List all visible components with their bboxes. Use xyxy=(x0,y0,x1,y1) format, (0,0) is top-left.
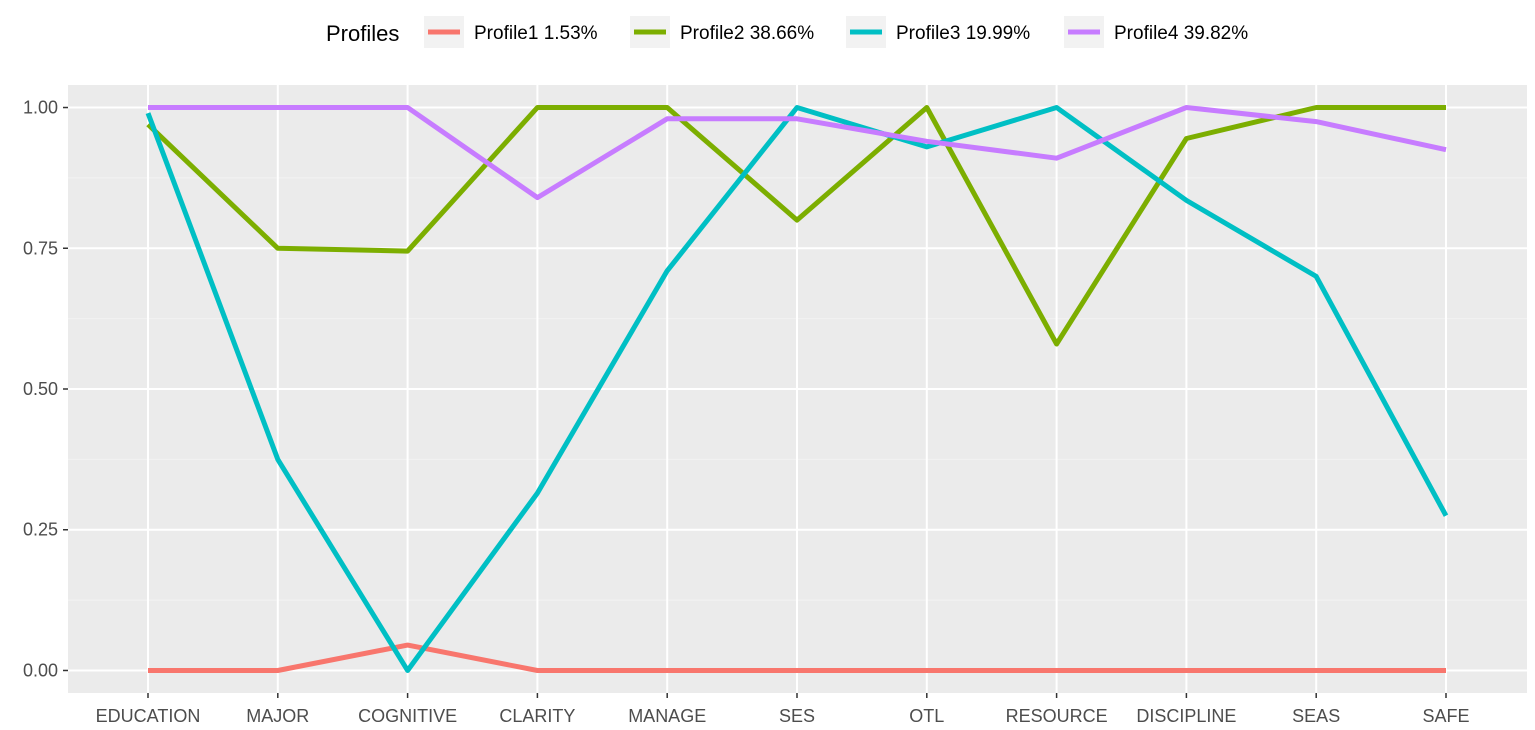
x-tick-label: EDUCATION xyxy=(96,706,201,726)
legend-title: Profiles xyxy=(326,21,399,46)
y-tick-label: 0.00 xyxy=(23,660,58,680)
x-tick-label: MANAGE xyxy=(628,706,706,726)
legend-label: Profile1 1.53% xyxy=(474,23,598,44)
x-axis: EDUCATION MAJOR COGNITIVE CLARITY MANAGE SES O… xyxy=(96,693,1470,726)
series-line-profile4 xyxy=(148,105,1447,201)
legend-label: Profile3 19.99% xyxy=(896,23,1030,44)
x-tick-label: OTL xyxy=(909,706,944,726)
x-tick-label: SAFE xyxy=(1422,706,1469,726)
legend-label: Profile2 38.66% xyxy=(680,23,814,44)
series-line-profile2 xyxy=(146,105,1446,347)
series-lines xyxy=(145,105,1449,673)
legend: Profiles Profile1 1.53% Profile2 38.66% Pr… xyxy=(326,16,1248,48)
y-tick-label: 0.75 xyxy=(23,238,58,258)
legend-label: Profile4 39.82% xyxy=(1114,23,1248,44)
legend-items: Profile1 1.53% Profile2 38.66% Profile3 19… xyxy=(424,16,1248,48)
x-tick-label: MAJOR xyxy=(246,706,309,726)
series-line-profile1 xyxy=(148,642,1446,673)
y-tick-label: 1.00 xyxy=(23,98,58,118)
series-line-profile3 xyxy=(145,105,1449,673)
x-tick-label: COGNITIVE xyxy=(358,706,457,726)
y-tick-label: 0.25 xyxy=(23,520,58,540)
x-tick-label: SEAS xyxy=(1292,706,1340,726)
x-tick-label: DISCIPLINE xyxy=(1136,706,1236,726)
y-axis: 0.00 0.25 0.50 0.75 1.00 xyxy=(23,98,68,680)
x-tick-label: RESOURCE xyxy=(1006,706,1108,726)
x-tick-label: SES xyxy=(779,706,815,726)
y-tick-label: 0.50 xyxy=(23,379,58,399)
x-tick-label: CLARITY xyxy=(499,706,575,726)
